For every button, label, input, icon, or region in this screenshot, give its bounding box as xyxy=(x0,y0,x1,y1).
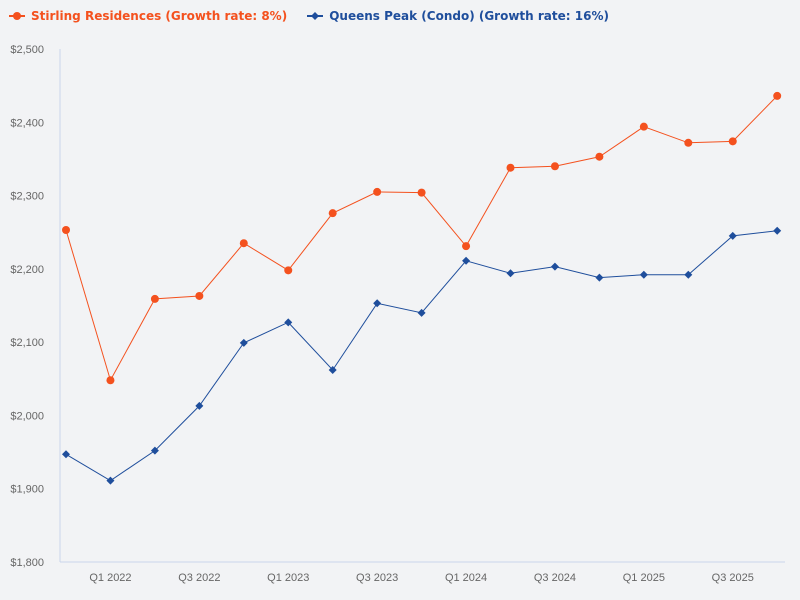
data-point xyxy=(728,137,737,146)
y-tick-label: $2,200 xyxy=(10,264,44,276)
data-point xyxy=(106,376,115,385)
x-tick-label: Q3 2023 xyxy=(356,572,398,584)
data-point xyxy=(773,91,782,100)
circle-marker-icon xyxy=(9,12,25,20)
x-tick-label: Q1 2023 xyxy=(267,572,309,584)
data-point xyxy=(684,270,693,279)
x-tick-label: Q1 2024 xyxy=(445,572,487,584)
series-line-0 xyxy=(65,95,778,382)
data-point xyxy=(595,152,604,161)
data-point xyxy=(150,446,159,455)
data-point xyxy=(462,242,471,251)
x-tick-label: Q1 2022 xyxy=(89,572,131,584)
data-point xyxy=(62,450,70,459)
data-point xyxy=(417,308,426,317)
diamond-marker-icon xyxy=(307,12,324,20)
legend: Stirling Residences (Growth rate: 8%) Qu… xyxy=(9,9,609,23)
data-point xyxy=(773,226,782,235)
data-point xyxy=(506,163,515,172)
data-point xyxy=(639,270,648,279)
data-point xyxy=(550,262,559,271)
data-point xyxy=(195,401,204,410)
data-point xyxy=(595,273,604,282)
data-point xyxy=(239,239,248,248)
legend-label: Queens Peak (Condo) (Growth rate: 16%) xyxy=(329,9,609,23)
data-point xyxy=(284,318,293,327)
data-point xyxy=(462,256,471,265)
data-point xyxy=(150,294,159,303)
data-point xyxy=(328,209,337,218)
data-point xyxy=(373,187,382,196)
y-tick-label: $2,100 xyxy=(10,337,44,349)
data-point xyxy=(550,162,559,171)
y-tick-label: $1,900 xyxy=(10,484,44,496)
y-tick-label: $2,000 xyxy=(10,410,44,422)
legend-item-stirling[interactable]: Stirling Residences (Growth rate: 8%) xyxy=(9,9,287,23)
legend-label: Stirling Residences (Growth rate: 8%) xyxy=(31,9,288,23)
data-point xyxy=(239,338,248,347)
data-point xyxy=(417,188,426,197)
data-point xyxy=(373,299,382,308)
y-tick-label: $2,400 xyxy=(10,117,44,129)
data-point xyxy=(284,266,293,275)
y-tick-label: $1,800 xyxy=(10,557,44,569)
legend-item-queens-peak[interactable]: Queens Peak (Condo) (Growth rate: 16%) xyxy=(307,9,609,23)
data-point xyxy=(639,122,648,131)
x-tick-label: Q3 2024 xyxy=(534,572,576,584)
data-point xyxy=(506,269,515,278)
data-point xyxy=(195,291,204,300)
series-line-1 xyxy=(65,230,778,482)
data-point xyxy=(106,476,115,485)
data-point xyxy=(728,231,737,240)
x-tick-label: Q3 2022 xyxy=(178,572,220,584)
data-point xyxy=(62,226,70,235)
data-point xyxy=(328,365,337,374)
data-point xyxy=(684,138,693,147)
x-tick-label: Q1 2025 xyxy=(623,572,665,584)
x-tick-label: Q3 2025 xyxy=(712,572,754,584)
y-tick-label: $2,500 xyxy=(10,44,44,56)
y-tick-label: $2,300 xyxy=(10,191,44,203)
